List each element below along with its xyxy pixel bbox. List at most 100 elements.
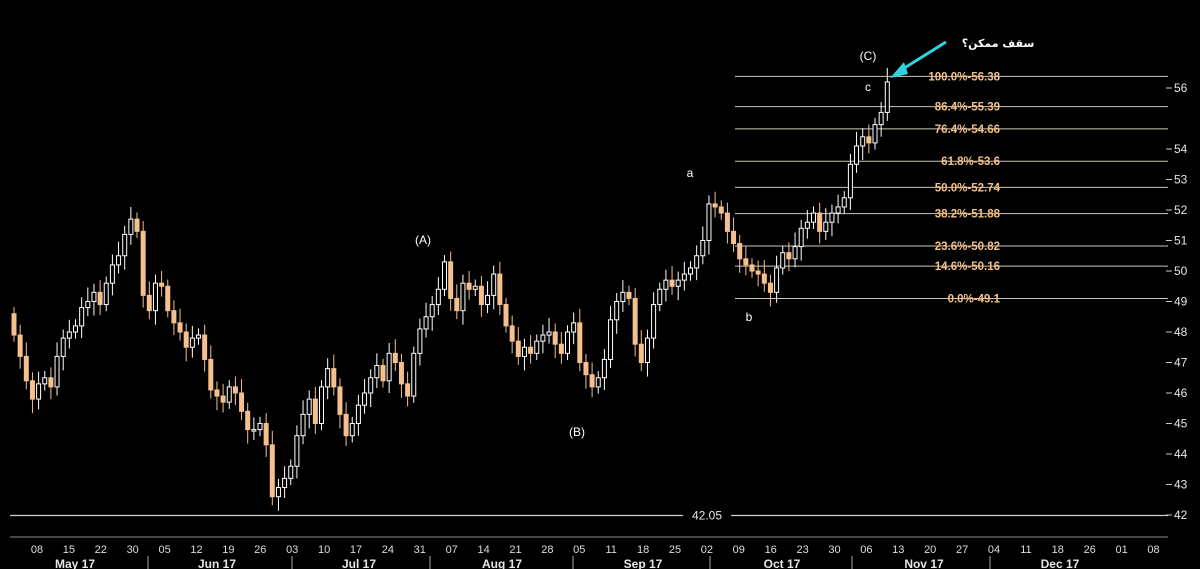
candle-body-38 (245, 410, 251, 431)
candle-body-50 (319, 386, 324, 424)
month-label-5: Oct 17 (764, 557, 801, 569)
x-tick-16: 28 (541, 544, 553, 556)
candle-body-120 (749, 264, 755, 272)
x-tick-28: 20 (924, 544, 936, 556)
x-tick-6: 19 (222, 544, 234, 556)
candle-body-24 (159, 282, 165, 287)
candle-body-78 (491, 273, 497, 296)
candle-body-84 (528, 346, 534, 354)
candle-body-6 (48, 377, 54, 388)
month-label-0: May 17 (55, 557, 95, 569)
candle-body-92 (577, 322, 583, 364)
candle-body-81 (509, 325, 515, 342)
candle-body-62 (392, 352, 398, 364)
candle-body-87 (546, 331, 552, 336)
candle-body-122 (761, 273, 767, 284)
x-tick-19: 18 (637, 544, 649, 556)
wave-label-4: b (746, 310, 753, 324)
x-tick-20: 25 (669, 544, 681, 556)
candle-body-82 (515, 340, 521, 357)
candle-body-128 (798, 227, 804, 248)
candle-body-33 (214, 389, 220, 397)
candle-body-113 (706, 203, 712, 241)
wave-label-1: (B) (569, 425, 585, 439)
candle-body-36 (232, 386, 238, 394)
fib-label-0: 100.0%-56.38 (928, 71, 1000, 83)
candle-body-32 (208, 358, 214, 391)
arrow-shaft (897, 40, 947, 74)
candle-body-114 (712, 203, 718, 208)
y-tick-label-45: 45 (1174, 417, 1188, 431)
candle-body-132 (823, 221, 829, 232)
candle-body-51 (325, 368, 331, 388)
y-tick-label-42: 42 (1174, 508, 1188, 522)
candle-body-18 (122, 233, 128, 257)
candle-body-99 (620, 291, 626, 303)
candle-body-121 (755, 270, 761, 275)
candle-body-73 (460, 282, 466, 312)
candle-body-83 (521, 346, 527, 357)
y-tick-label-47: 47 (1174, 356, 1188, 370)
candle-body-101 (632, 297, 638, 345)
x-tick-24: 23 (796, 544, 808, 556)
candle-body-119 (743, 258, 749, 266)
candle-body-131 (817, 212, 823, 232)
candle-body-79 (497, 273, 503, 306)
candle-body-54 (343, 413, 349, 437)
candle-body-0 (11, 313, 17, 336)
y-tick-label-46: 46 (1174, 386, 1188, 400)
candle-body-103 (644, 337, 650, 364)
candle-body-90 (565, 331, 570, 354)
candle-body-129 (804, 221, 810, 229)
candle-body-108 (675, 279, 681, 287)
x-tick-23: 16 (765, 544, 777, 556)
month-label-7: Dec 17 (1041, 557, 1080, 569)
x-tick-17: 05 (573, 544, 585, 556)
candle-body-65 (411, 352, 417, 397)
candle-body-116 (724, 212, 730, 232)
x-tick-8: 03 (286, 544, 298, 556)
x-tick-22: 09 (733, 544, 745, 556)
y-tick-label-51: 51 (1174, 234, 1188, 248)
candle-body-60 (380, 365, 386, 382)
candle-body-139 (866, 136, 872, 144)
candle-body-44 (282, 477, 288, 489)
candle-body-34 (220, 395, 226, 403)
candle-body-19 (128, 218, 134, 235)
candle-body-29 (189, 337, 195, 348)
candle-body-43 (275, 487, 281, 498)
candle-body-28 (183, 331, 189, 348)
candle-body-71 (448, 261, 454, 299)
candle-body-115 (718, 206, 724, 214)
wave-label-2: (C) (860, 49, 877, 63)
candle-body-67 (423, 316, 429, 330)
y-tick-label-56: 56 (1174, 81, 1188, 95)
x-tick-33: 26 (1084, 544, 1096, 556)
y-tick-label-43: 43 (1174, 478, 1188, 492)
candle-body-74 (466, 282, 472, 290)
candle-body-140 (872, 124, 878, 144)
month-label-3: Aug 17 (482, 557, 522, 569)
arrow-head-icon (890, 62, 908, 78)
candle-body-23 (152, 282, 158, 312)
candle-body-35 (226, 386, 232, 403)
candle-body-125 (780, 252, 786, 269)
candle-body-88 (552, 331, 558, 345)
candle-body-91 (571, 322, 577, 333)
candle-body-46 (294, 435, 300, 467)
candle-body-123 (767, 282, 773, 293)
x-tick-30: 04 (988, 544, 1000, 556)
candle-body-7 (54, 355, 60, 388)
low-line-label-bg (683, 507, 731, 522)
wave-label-5: c (865, 80, 871, 94)
candle-body-37 (239, 392, 245, 412)
candle-body-94 (589, 374, 595, 388)
candle-body-40 (257, 423, 263, 431)
candle-body-76 (478, 285, 484, 306)
x-tick-35: 08 (1147, 544, 1159, 556)
candle-body-100 (626, 291, 632, 299)
candle-body-133 (829, 212, 835, 223)
x-tick-0: 08 (31, 544, 43, 556)
x-axis: 08 15 22 30 05 12 19 26 03 10 17 24 31 07 14 21 28 05 11 18… (10, 536, 1168, 569)
y-tick-label-52: 52 (1174, 203, 1188, 217)
